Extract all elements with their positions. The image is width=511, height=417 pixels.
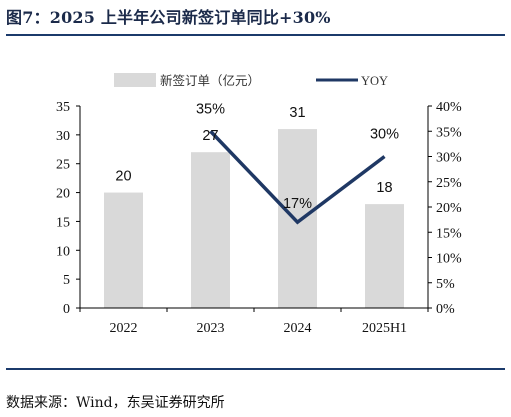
data-labels: 20 27 31 18 35% 17% 30%	[115, 101, 399, 212]
yoy-line	[209, 130, 386, 225]
yoy-value-label-2023: 35%	[196, 101, 225, 117]
bar-value-label-2022: 20	[115, 169, 131, 185]
bar-value-label-2024: 31	[289, 105, 305, 121]
left-tick-label: 0	[63, 302, 70, 317]
source-note: 数据来源：Wind，东吴证券研究所	[6, 395, 225, 411]
bottom-rule	[6, 368, 505, 370]
yoy-value-label-2025H1: 30%	[370, 127, 399, 143]
right-tick-label: 30%	[436, 151, 462, 166]
legend-bar-label: 新签订单（亿元）	[160, 73, 260, 88]
bar-2025H1	[365, 204, 404, 308]
right-tick-label: 10%	[436, 252, 462, 267]
x-tick-label: 2022	[110, 321, 138, 336]
left-tick-label: 10	[56, 244, 70, 259]
left-tick-label: 20	[56, 187, 70, 202]
bar-value-label-2025H1: 18	[376, 180, 392, 196]
yoy-value-label-2024: 17%	[283, 196, 312, 212]
bar-2023	[191, 152, 230, 308]
right-tick-label: 20%	[436, 201, 462, 216]
right-tick-label: 0%	[436, 302, 455, 317]
left-tick-label: 5	[63, 273, 70, 288]
yoy-series-line	[209, 130, 386, 225]
bars	[104, 129, 404, 308]
right-tick-label: 35%	[436, 125, 462, 140]
left-tick-label: 15	[56, 215, 70, 230]
right-tick-label: 25%	[436, 176, 462, 191]
left-tick-label: 25	[56, 158, 70, 173]
x-tick-label: 2023	[197, 321, 225, 336]
bar-2022	[104, 192, 143, 308]
top-rule	[6, 34, 505, 36]
right-tick-label: 15%	[436, 226, 462, 241]
legend-line-label: YOY	[361, 74, 388, 88]
right-tick-label: 5%	[436, 277, 455, 292]
bar-2024	[278, 129, 317, 308]
left-tick-label: 35	[56, 100, 70, 115]
x-tick-label: 2025H1	[362, 321, 407, 336]
left-tick-label: 30	[56, 129, 70, 144]
legend: 新签订单（亿元） YOY	[114, 73, 388, 88]
bar-value-label-2023: 27	[202, 128, 218, 144]
axes: 0 5 10 15 20 25 30 35 0% 5% 10% 15% 20% 25% 30% 35% 40% 2…	[56, 100, 462, 336]
figure-title: 图7：2025 上半年公司新签订单同比+30%	[6, 8, 331, 27]
legend-bar-swatch	[114, 73, 156, 87]
x-tick-label: 2024	[284, 321, 312, 336]
right-tick-label: 40%	[436, 100, 462, 115]
